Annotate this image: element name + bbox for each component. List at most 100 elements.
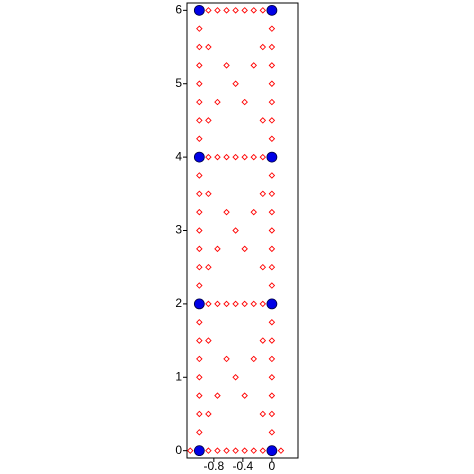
diamond-point [196, 355, 203, 363]
diamond-point [205, 447, 212, 454]
diamond-point [196, 25, 203, 32]
diamond-point [196, 227, 203, 234]
diamond-point [232, 80, 239, 87]
y-tick-label: 2 [175, 296, 182, 310]
diamond-point [268, 337, 276, 344]
diamond-point [268, 98, 276, 106]
diamond-point [205, 300, 212, 308]
diamond-point [214, 98, 221, 106]
diamond-point [268, 392, 276, 399]
diamond-point [268, 282, 276, 289]
diamond-point [223, 447, 230, 454]
diamond-point [205, 337, 212, 344]
diamond-point [241, 300, 248, 308]
diamond-point [268, 80, 276, 87]
diamond-point [259, 263, 267, 271]
diamond-point [268, 429, 276, 436]
circle-point [266, 151, 278, 163]
diamond-point [205, 190, 212, 198]
diamond-point [268, 43, 276, 51]
diamond-point [259, 410, 267, 418]
diamond-point [268, 227, 276, 234]
y-tick-label: 4 [175, 149, 182, 163]
diamond-point [250, 153, 257, 161]
diamond-point [232, 300, 239, 308]
diamond-point [205, 263, 212, 271]
y-tick-label: 1 [175, 369, 182, 383]
diamond-point [223, 300, 230, 308]
diamond-point [268, 172, 276, 179]
diamond-point [196, 337, 203, 344]
diamond-point [259, 447, 267, 454]
diamond-point [223, 208, 230, 216]
diamond-point [268, 245, 276, 253]
diamond-point [250, 355, 257, 363]
x-tick-label: -0.8 [203, 459, 224, 473]
diamond-point [196, 80, 203, 87]
diamond-point [196, 245, 203, 253]
diamond-point [268, 374, 276, 381]
diamond-point [241, 392, 248, 399]
y-tick-label: 0 [175, 443, 182, 457]
diamond-point [268, 117, 276, 124]
diamond-point [205, 153, 212, 161]
diamond-point [196, 392, 203, 399]
diamond-point [196, 263, 203, 271]
circle-point [193, 4, 205, 16]
diamond-point [214, 153, 221, 161]
diamond-point [205, 410, 212, 418]
x-tick-label: 0 [269, 459, 276, 473]
diamond-point [196, 62, 203, 69]
diamond-point [268, 318, 276, 326]
diamond-point [241, 153, 248, 161]
diamond-point [241, 7, 248, 14]
circle-point [266, 4, 278, 16]
diamond-point [187, 447, 194, 454]
diamond-point [259, 7, 267, 14]
diamond-point [214, 447, 221, 454]
diamond-point [196, 318, 203, 326]
diamond-point [223, 62, 230, 69]
diamond-point [259, 190, 267, 198]
y-tick-label: 3 [175, 223, 182, 237]
diamond-point [232, 447, 239, 454]
y-tick-label: 5 [175, 76, 182, 90]
diamond-point [268, 208, 276, 216]
diamond-point [196, 429, 203, 436]
diamond-point [196, 208, 203, 216]
diamond-point [241, 447, 248, 454]
diamond-point [250, 300, 257, 308]
circle-point [193, 151, 205, 163]
diamond-point [196, 135, 203, 143]
diamond-point [241, 245, 248, 253]
diamond-point [241, 98, 248, 106]
diamond-point [277, 447, 285, 454]
diamond-point [205, 7, 212, 14]
diamond-point [205, 43, 212, 51]
plot-frame [186, 2, 299, 459]
diamond-point [268, 135, 276, 143]
diamond-point [196, 98, 203, 106]
diamond-point [250, 62, 257, 69]
diamond-point [214, 392, 221, 399]
diamond-point [196, 410, 203, 418]
diamond-point [268, 355, 276, 363]
diamond-point [214, 7, 221, 14]
diamond-point [268, 25, 276, 32]
diamond-point [196, 43, 203, 51]
diamond-point [196, 172, 203, 179]
diamond-point [268, 190, 276, 198]
diamond-point [250, 208, 257, 216]
circle-point [193, 298, 205, 310]
diamond-point [268, 410, 276, 418]
diamond-point [223, 7, 230, 14]
diamond-point [196, 282, 203, 289]
diamond-point [196, 190, 203, 198]
diamond-point [232, 7, 239, 14]
diamond-point [214, 245, 221, 253]
diamond-point [268, 263, 276, 271]
diamond-point [196, 117, 203, 124]
diamond-point [232, 227, 239, 234]
circle-point [266, 298, 278, 310]
diamond-point [232, 374, 239, 381]
